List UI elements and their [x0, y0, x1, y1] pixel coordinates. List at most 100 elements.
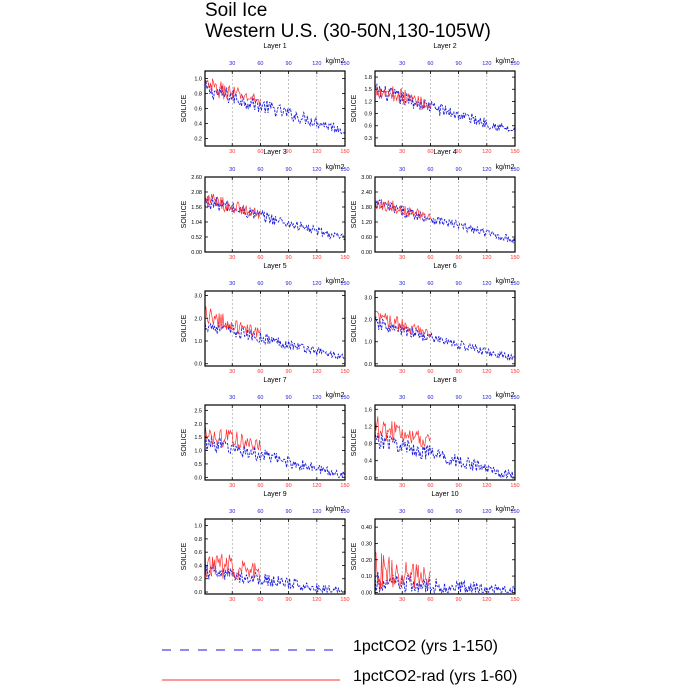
- x-tick-label-top: 60: [257, 167, 263, 173]
- x-tick-label-bottom: 90: [286, 369, 292, 375]
- panel-layer-3: Layer 3 kg/m2 SOILICE 30 30 60 60 90 90 120 120 150…: [181, 149, 350, 261]
- x-tick-label-top: 30: [399, 61, 405, 67]
- panel-layer-4: Layer 4 kg/m2 SOILICE 30 30 60 60 90 90 120 120 150…: [351, 149, 520, 261]
- y-axis-label: SOILICE: [181, 94, 188, 122]
- x-tick-label-top: 60: [257, 61, 263, 67]
- x-tick-label-bottom: 30: [399, 597, 405, 603]
- y-tick-label: 2.0: [194, 422, 202, 428]
- x-tick-label-bottom: 150: [510, 597, 519, 603]
- series-line-ctl: [374, 83, 516, 132]
- x-tick-label-bottom: 150: [340, 369, 349, 375]
- y-tick-label: 1.0: [194, 77, 202, 83]
- x-tick-label-bottom: 30: [399, 369, 405, 375]
- x-tick-label-bottom: 30: [399, 255, 405, 261]
- x-tick-label-top: 90: [286, 281, 292, 287]
- panel-layer-8: Layer 8 kg/m2 SOILICE 30 30 60 60 90 90 120 120 150…: [351, 377, 520, 489]
- x-tick-label-top: 30: [399, 509, 405, 515]
- series-line-ctl: [204, 435, 346, 478]
- x-tick-label-top: 150: [510, 167, 519, 173]
- y-tick-label: 2.0: [194, 316, 202, 322]
- panel-layer-5: Layer 5 kg/m2 SOILICE 30 30 60 60 90 90 120 120 150…: [181, 263, 350, 375]
- x-tick-label-bottom: 150: [340, 255, 349, 261]
- x-tick-label-bottom: 30: [399, 149, 405, 155]
- y-tick-label: 0.0: [194, 475, 202, 481]
- x-tick-label-bottom: 120: [482, 369, 491, 375]
- panel-title: Layer 6: [433, 263, 456, 270]
- legend-swatch-rad: [162, 679, 340, 681]
- panel-units: kg/m2: [495, 58, 514, 65]
- x-tick-label-bottom: 90: [456, 369, 462, 375]
- x-tick-label-top: 30: [229, 167, 235, 173]
- x-tick-label-bottom: 60: [257, 149, 263, 155]
- y-tick-label: 0.30: [361, 541, 372, 547]
- x-tick-label-top: 120: [312, 281, 321, 287]
- x-tick-label-bottom: 60: [427, 483, 433, 489]
- x-tick-label-bottom: 150: [510, 255, 519, 261]
- y-tick-label: 0.20: [361, 558, 372, 564]
- panel-title: Layer 8: [433, 377, 456, 384]
- y-axis-label: SOILICE: [351, 94, 358, 122]
- x-tick-label-top: 120: [482, 167, 491, 173]
- y-tick-label: 0.6: [194, 107, 202, 113]
- x-tick-label-top: 60: [257, 509, 263, 515]
- panel-frame: [204, 290, 346, 367]
- legend-label-ctl: 1pctCO2 (yrs 1-150): [353, 638, 498, 655]
- x-tick-label-top: 60: [427, 395, 433, 401]
- panel-frame: [204, 70, 346, 147]
- y-tick-label: 0.5: [194, 462, 202, 468]
- y-tick-label: 0.00: [191, 250, 202, 256]
- x-tick-label-bottom: 60: [257, 597, 263, 603]
- y-tick-label: 1.0: [194, 524, 202, 530]
- y-tick-label: 2.60: [191, 175, 202, 181]
- x-tick-label-bottom: 30: [229, 255, 235, 261]
- y-tick-label: 0.2: [194, 577, 202, 583]
- x-tick-label-bottom: 120: [482, 483, 491, 489]
- panel-frame: [204, 518, 346, 595]
- x-tick-label-top: 120: [312, 167, 321, 173]
- y-axis-label: SOILICE: [351, 314, 358, 342]
- series-line-rad: [204, 549, 261, 580]
- y-tick-label: 0.60: [361, 235, 372, 241]
- series-line-ctl: [374, 430, 516, 479]
- panel-units: kg/m2: [325, 392, 344, 399]
- chart-grid: Layer 1 kg/m2 SOILICE 30 30 60 60 90 90 120 120 150…: [181, 43, 520, 603]
- x-tick-label-top: 90: [456, 61, 462, 67]
- y-tick-label: 0.10: [361, 574, 372, 580]
- x-tick-label-bottom: 120: [312, 597, 321, 603]
- panel-units: kg/m2: [495, 164, 514, 171]
- y-axis-label: SOILICE: [351, 428, 358, 456]
- x-tick-label-top: 60: [427, 281, 433, 287]
- y-tick-label: 1.5: [194, 435, 202, 441]
- series-line-rad: [204, 193, 261, 220]
- x-tick-label-top: 60: [427, 61, 433, 67]
- panel-title: Layer 1: [263, 43, 286, 50]
- series-line-rad: [374, 416, 431, 448]
- y-tick-label: 1.5: [364, 87, 372, 93]
- x-tick-label-top: 30: [399, 167, 405, 173]
- panel-frame: [374, 176, 516, 253]
- panel-layer-9: Layer 9 kg/m2 SOILICE 30 30 60 60 90 90 120 120 150…: [181, 491, 350, 603]
- x-tick-label-top: 150: [510, 509, 519, 515]
- y-tick-label: 1.0: [194, 449, 202, 455]
- y-tick-label: 0.6: [194, 550, 202, 556]
- x-tick-label-bottom: 60: [427, 597, 433, 603]
- y-tick-label: 0.4: [194, 563, 202, 569]
- panel-units: kg/m2: [495, 278, 514, 285]
- y-tick-label: 0.0: [194, 590, 202, 596]
- series-line-rad: [374, 84, 431, 110]
- x-tick-label-bottom: 120: [312, 369, 321, 375]
- panel-layer-2: Layer 2 kg/m2 SOILICE 30 30 60 60 90 90 120 120 150…: [351, 43, 520, 155]
- series-line-ctl: [204, 564, 346, 594]
- x-tick-label-bottom: 30: [229, 149, 235, 155]
- y-tick-label: 0.8: [194, 92, 202, 98]
- x-tick-label-top: 120: [312, 509, 321, 515]
- series-line-ctl: [204, 320, 346, 361]
- panel-frame: [204, 176, 346, 253]
- panel-title: Layer 10: [431, 491, 458, 498]
- x-tick-label-bottom: 90: [456, 483, 462, 489]
- x-tick-label-top: 150: [340, 395, 349, 401]
- x-tick-label-bottom: 60: [427, 149, 433, 155]
- x-tick-label-top: 150: [340, 281, 349, 287]
- y-tick-label: 1.20: [361, 220, 372, 226]
- x-tick-label-top: 60: [427, 509, 433, 515]
